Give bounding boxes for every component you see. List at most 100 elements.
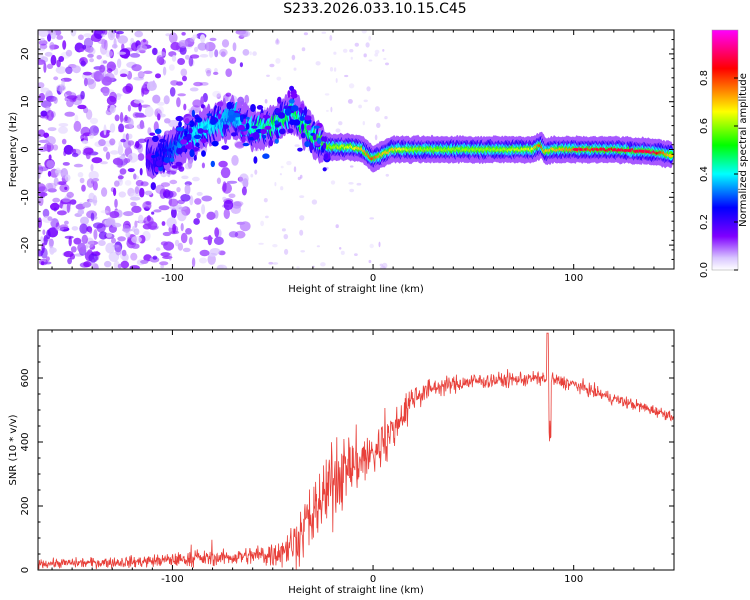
noise-cell — [335, 128, 341, 133]
ridge-scatter-cell — [223, 124, 229, 129]
snr-ylabel: SNR (10 * v/v) — [8, 414, 19, 485]
ridge-scatter-cell — [228, 115, 235, 123]
noise-cell — [120, 260, 130, 269]
noise-cell — [218, 160, 228, 168]
ridge-scatter-cell — [200, 104, 205, 109]
ridge-scatter-cell — [154, 128, 162, 134]
noise-cell — [160, 182, 171, 188]
noise-cell — [47, 127, 57, 132]
noise-cell — [155, 73, 161, 79]
ridge-scatter-cell — [252, 131, 260, 140]
noise-cell — [50, 54, 57, 66]
spectrogram-ytick-label: -10 — [20, 189, 31, 205]
noise-cell — [242, 49, 250, 56]
noise-cell — [222, 196, 227, 201]
noise-cell — [141, 84, 146, 89]
noise-cell — [348, 83, 355, 89]
noise-cell — [214, 227, 220, 238]
ridge-scatter-cell — [210, 160, 215, 168]
noise-cell — [74, 114, 79, 123]
noise-cell — [131, 236, 142, 244]
noise-cell — [98, 240, 106, 246]
noise-cell — [133, 99, 145, 104]
noise-cell — [299, 174, 303, 179]
spectrogram-xtick-label: 100 — [564, 273, 583, 284]
ridge-scatter-cell — [299, 116, 305, 121]
ridge-scatter-cell — [268, 139, 274, 147]
noise-cell — [119, 156, 126, 160]
noise-cell — [64, 111, 75, 117]
ridge-scatter-cell — [185, 144, 192, 150]
ridge-scatter-cell — [201, 150, 206, 157]
ridge-scatter-cell — [287, 90, 291, 98]
noise-cell — [213, 71, 219, 75]
noise-cell — [187, 158, 193, 169]
noise-cell — [138, 102, 142, 112]
noise-cell — [188, 110, 193, 119]
noise-cell — [194, 198, 202, 205]
noise-cell — [179, 45, 187, 55]
noise-cell — [134, 186, 140, 194]
noise-cell — [100, 43, 108, 55]
ridge-scatter-cell — [238, 124, 246, 131]
noise-cell — [216, 93, 221, 100]
noise-cell — [330, 106, 333, 113]
noise-cell — [79, 48, 85, 52]
noise-cell — [134, 30, 143, 38]
noise-cell — [50, 30, 57, 40]
noise-cell — [178, 40, 189, 48]
noise-cell — [326, 109, 329, 112]
noise-cell — [324, 93, 330, 96]
noise-cell — [263, 198, 268, 203]
noise-cell — [38, 166, 43, 170]
noise-cell — [81, 184, 86, 192]
noise-cell — [127, 152, 139, 163]
ridge-scatter-cell — [283, 105, 288, 110]
noise-cell — [329, 35, 333, 41]
noise-cell — [233, 201, 244, 207]
noise-cell — [157, 101, 165, 106]
noise-cell — [340, 250, 345, 255]
snr-xtick-label: -100 — [161, 574, 184, 585]
noise-cell — [296, 266, 300, 269]
ridge-scatter-cell — [203, 129, 209, 134]
noise-cell — [109, 49, 114, 59]
noise-cell — [151, 47, 158, 56]
snr-ytick-label: 400 — [20, 432, 31, 451]
snr-series-line — [38, 332, 674, 570]
snr-xtick-label: 100 — [564, 574, 583, 585]
noise-cell — [111, 237, 116, 244]
ridge-scatter-cell — [176, 148, 183, 155]
noise-cell — [321, 31, 327, 34]
noise-cell — [59, 224, 69, 230]
noise-cell — [170, 42, 181, 51]
noise-cell — [47, 33, 52, 42]
noise-cell — [209, 37, 217, 42]
noise-cell — [139, 187, 145, 198]
noise-cell — [79, 177, 85, 184]
noise-cell — [82, 71, 93, 76]
noise-cell — [265, 215, 269, 219]
noise-cell — [112, 157, 122, 165]
noise-cell — [73, 120, 82, 132]
spectrogram-xtick-label: -100 — [161, 273, 184, 284]
noise-cell — [168, 32, 178, 44]
noise-cell — [250, 173, 254, 178]
noise-cell — [234, 230, 246, 239]
noise-cell — [269, 63, 275, 68]
spectrogram-xlabel: Height of straight line (km) — [288, 284, 424, 295]
noise-cell — [115, 244, 122, 256]
ridge-scatter-cell — [262, 153, 270, 159]
noise-cell — [109, 104, 116, 114]
snr-series-group — [38, 332, 674, 570]
noise-cell — [202, 92, 208, 103]
ridge-scatter-cell — [322, 167, 327, 172]
noise-cell — [38, 59, 46, 65]
ridge-scatter-cell — [322, 142, 327, 150]
noise-cell — [216, 177, 221, 185]
noise-cell — [333, 51, 337, 55]
ridge-scatter-cell — [262, 134, 267, 139]
noise-cell — [61, 138, 67, 145]
noise-cell — [153, 209, 162, 213]
